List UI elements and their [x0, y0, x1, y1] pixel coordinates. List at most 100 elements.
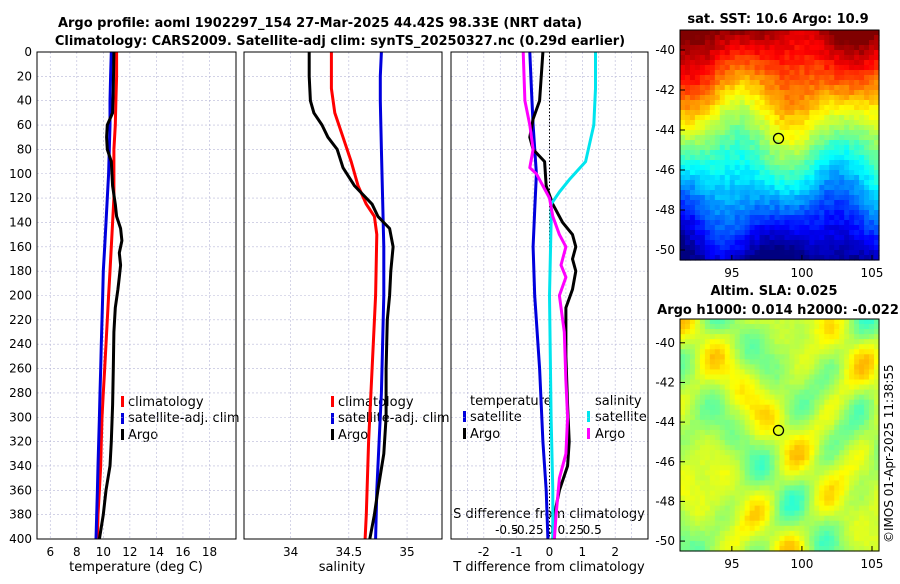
map-cell: [844, 110, 850, 116]
map-cell: [864, 344, 870, 350]
map-cell: [849, 135, 855, 141]
map-cell: [759, 485, 766, 492]
map-cell: [794, 60, 800, 66]
map-cell: [739, 125, 746, 131]
map-cell: [759, 424, 766, 431]
map-cell: [824, 30, 830, 36]
map-cell: [809, 505, 815, 512]
map-cell: [849, 505, 855, 512]
map-cell: [684, 225, 691, 231]
map-cell: [764, 414, 771, 421]
map-cell: [694, 364, 701, 371]
map-cell: [754, 460, 761, 466]
map-cell: [839, 324, 845, 330]
map-cell: [734, 414, 741, 421]
map-cell: [844, 115, 850, 121]
map-cell: [789, 424, 796, 431]
map-cell: [769, 40, 776, 46]
map-cell: [754, 364, 761, 371]
map-cell: [859, 245, 865, 251]
map-cell: [764, 175, 771, 181]
map-cell: [799, 369, 805, 376]
map-cell: [714, 80, 721, 86]
map-cell: [864, 40, 870, 46]
map-cell: [774, 185, 781, 191]
map-cell: [779, 125, 786, 131]
map-cell: [819, 255, 825, 261]
map-cell: [719, 225, 726, 231]
map-cell: [789, 455, 796, 461]
map-cell: [680, 389, 686, 396]
map-cell: [739, 45, 746, 51]
map-cell: [809, 155, 815, 161]
map-cell: [689, 354, 696, 360]
map-cell: [824, 220, 830, 226]
map-cell: [854, 50, 860, 56]
map-cell: [754, 55, 761, 61]
map-cell: [809, 409, 815, 416]
map-cell: [684, 510, 691, 517]
map-y-tick-label: -40: [655, 43, 675, 57]
map-cell: [729, 460, 736, 466]
map-cell: [694, 424, 701, 431]
map-cell: [744, 185, 751, 191]
map-cell: [839, 190, 845, 196]
map-cell: [819, 480, 825, 487]
map-cell: [739, 359, 746, 365]
map-cell: [794, 190, 800, 196]
map-cell: [729, 205, 736, 211]
map-cell: [749, 500, 756, 507]
map-cell: [814, 515, 820, 522]
map-cell: [794, 250, 800, 256]
map-cell: [779, 530, 786, 537]
map-cell: [774, 445, 781, 451]
map-cell: [849, 540, 855, 547]
map-cell: [684, 520, 691, 527]
map-cell: [794, 429, 800, 436]
map-cell: [729, 470, 736, 476]
map-cell: [839, 245, 845, 251]
map-cell: [749, 525, 756, 532]
map-cell: [714, 414, 721, 421]
map-cell: [729, 540, 736, 547]
depth-tick-label: 260: [9, 362, 32, 376]
map-cell: [819, 190, 825, 196]
map-cell: [869, 245, 875, 251]
map-cell: [724, 90, 731, 96]
map-cell: [804, 90, 810, 96]
map-cell: [689, 195, 696, 201]
map-cell: [869, 460, 875, 466]
map-cell: [774, 530, 781, 537]
map-cell: [784, 319, 791, 325]
map-cell: [714, 324, 721, 330]
map-cell: [704, 230, 711, 236]
map-cell: [779, 450, 786, 456]
map-cell: [809, 165, 815, 171]
map-cell: [719, 505, 726, 512]
map-cell: [814, 475, 820, 481]
map-cell: [829, 125, 835, 131]
map-cell: [764, 515, 771, 522]
map-cell: [769, 95, 776, 101]
map-cell: [799, 440, 805, 446]
map-cell: [704, 220, 711, 226]
map-cell: [769, 379, 776, 386]
map-cell: [724, 409, 731, 416]
map-cell: [680, 470, 686, 476]
depth-tick-label: 20: [17, 69, 32, 83]
map-cell: [744, 359, 751, 365]
map-cell: [849, 160, 855, 166]
map-cell: [769, 455, 776, 461]
map-cell: [829, 155, 835, 161]
map-cell: [809, 530, 815, 537]
map-cell: [694, 485, 701, 492]
map-cell: [744, 414, 751, 421]
map-cell: [759, 245, 766, 251]
map-cell: [859, 185, 865, 191]
map-cell: [849, 200, 855, 206]
map-cell: [839, 445, 845, 451]
map-cell: [774, 105, 781, 111]
map-cell: [724, 185, 731, 191]
map-cell: [744, 465, 751, 471]
map-cell: [779, 319, 786, 325]
